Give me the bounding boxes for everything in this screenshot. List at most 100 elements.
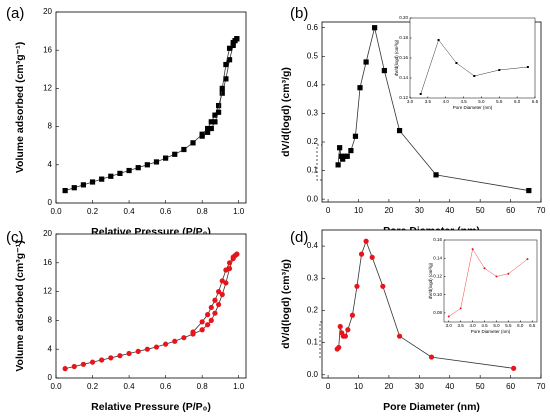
data-point (117, 353, 123, 359)
data-point (205, 125, 211, 132)
y-tick-label: 0.12 (433, 274, 442, 279)
data-point (153, 344, 160, 350)
x-tick-label: 5.0 (478, 99, 485, 104)
data-point (208, 125, 214, 132)
data-point (205, 322, 211, 328)
data-point (172, 151, 178, 157)
data-point (345, 327, 351, 333)
data-point (215, 289, 222, 295)
x-tick-label: 10 (354, 382, 363, 391)
x-tick-label: 0 (326, 382, 331, 391)
data-point (89, 359, 96, 365)
y-tick-label: 0.6 (307, 23, 319, 32)
data-point (208, 317, 214, 323)
data-point (71, 363, 77, 370)
data-point (495, 275, 498, 278)
data-point (396, 333, 403, 339)
data-point (230, 42, 236, 49)
x-axis-label: Pore Diameter (nm) (453, 105, 493, 110)
data-point (226, 260, 233, 266)
data-point (507, 272, 510, 275)
y-tick-label: 0.18 (399, 35, 408, 40)
data-point (135, 165, 141, 171)
plot-frame (443, 239, 538, 323)
y-axis-label: Volume adsorbed (cm³g⁻¹) (14, 240, 26, 371)
data-point (190, 140, 196, 146)
data-point (433, 172, 439, 178)
y-tick-label: 4 (48, 344, 53, 353)
y-tick-label: 0.3 (307, 273, 319, 282)
data-point (526, 258, 529, 261)
y-tick-label: 16 (43, 45, 52, 54)
x-tick-label: 1.0 (233, 207, 245, 216)
panel-label: (b) (290, 5, 308, 22)
x-tick-label: 6.5 (532, 99, 539, 104)
plot-frame (55, 11, 247, 204)
series-line (336, 240, 514, 369)
y-axis-label: Volume adsorbed (cm³g⁻¹) (14, 42, 26, 173)
data-point (223, 76, 229, 82)
data-point (208, 119, 214, 125)
data-point (80, 361, 87, 367)
x-tick-label: 6.0 (517, 323, 524, 328)
y-axis-label: dV/d(logd) (cm³/g) (428, 262, 433, 299)
x-axis-label: Relative Pressure (P/P₀) (91, 401, 211, 413)
x-tick-label: 0.6 (160, 382, 172, 391)
data-point (340, 156, 346, 162)
data-point (181, 335, 187, 341)
data-point (215, 102, 222, 109)
data-point (447, 315, 450, 318)
data-point (153, 159, 160, 165)
data-point (215, 301, 222, 308)
x-tick-label: 4.0 (469, 323, 476, 328)
data-point (337, 145, 343, 151)
data-point (428, 354, 435, 360)
data-point (396, 127, 403, 134)
data-point (363, 59, 369, 65)
y-tick-label: 0.14 (433, 255, 442, 260)
y-tick-label: 12 (43, 287, 52, 296)
data-point (234, 36, 240, 42)
data-point (223, 61, 229, 68)
data-point (230, 39, 236, 46)
data-point (363, 238, 369, 244)
data-point (135, 348, 141, 354)
x-tick-label: 0.2 (87, 382, 99, 391)
data-point (108, 173, 114, 179)
data-point (437, 39, 440, 41)
data-point (181, 146, 187, 153)
x-tick-label: 3.0 (446, 323, 453, 328)
x-axis-label: Pore Diameter (nm) (383, 401, 480, 413)
data-point (372, 25, 378, 31)
data-point (199, 319, 205, 325)
x-tick-label: 40 (445, 206, 454, 215)
x-tick-label: 0.8 (197, 382, 209, 391)
x-tick-label: 0.4 (124, 207, 136, 216)
y-tick-label: 0 (48, 198, 53, 207)
data-point (483, 267, 486, 270)
data-point (117, 170, 123, 176)
plot-frame (55, 233, 247, 379)
data-point (219, 278, 225, 284)
data-point (219, 85, 225, 91)
data-point (199, 133, 205, 139)
data-point (223, 267, 229, 273)
data-point (471, 248, 474, 251)
data-point (219, 90, 225, 96)
y-tick-label: 12 (43, 84, 52, 93)
x-tick-label: 60 (506, 382, 515, 391)
data-point (108, 355, 114, 361)
x-tick-label: 70 (537, 206, 546, 215)
y-tick-label: 0.5 (307, 51, 319, 60)
y-tick-label: 0.0 (307, 194, 319, 203)
data-point (215, 109, 222, 115)
data-point (62, 366, 68, 372)
x-tick-label: 50 (476, 382, 485, 391)
x-tick-label: 50 (476, 206, 485, 215)
y-tick-label: 20 (43, 229, 52, 238)
x-tick-label: 4.5 (460, 99, 467, 104)
data-point (212, 119, 218, 125)
y-tick-label: 0.16 (433, 237, 442, 242)
y-tick-label: 0 (48, 373, 53, 382)
